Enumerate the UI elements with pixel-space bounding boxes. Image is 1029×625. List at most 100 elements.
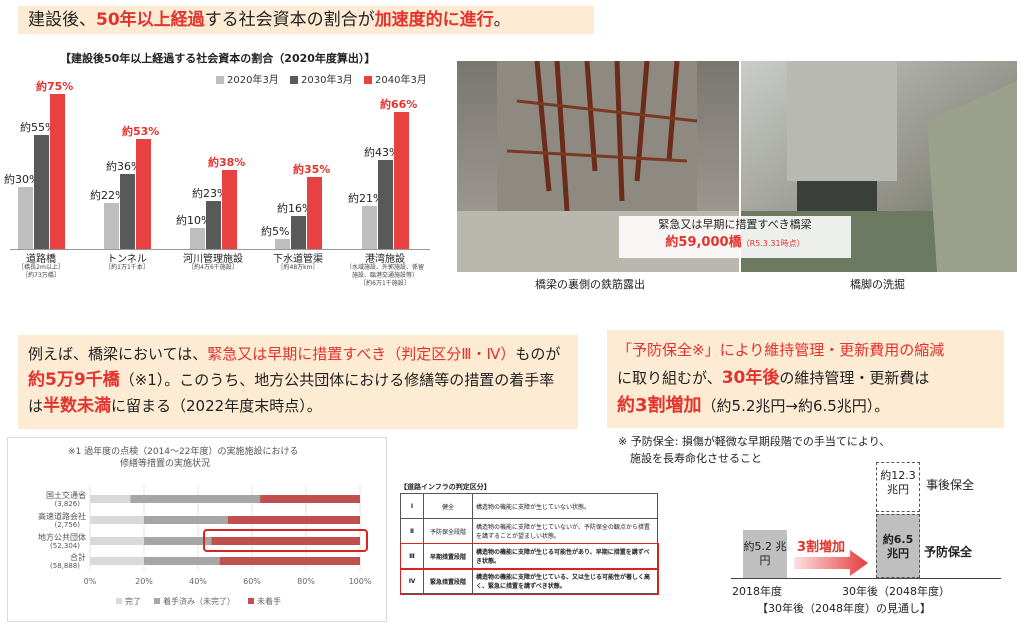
chart1-plot: 約30% 約55% 約75% 道路橋 ［橋長2m以上］ ［約73万橋］ 約22% 約36% 約5… — [0, 0, 450, 300]
chart2-bar-1-1 — [144, 516, 228, 524]
judgment-table-title: 【道路インフラの判定区分】 — [400, 483, 491, 491]
row-desc: 構造物の機能に支障が生じる可能性があり、早期に措置を講ずべき状態。 — [472, 543, 658, 569]
chart1-bar-2-1 — [206, 201, 221, 249]
chart2-legend-label: 完了 — [125, 596, 141, 606]
chart1-value-label: 約23% — [192, 187, 228, 201]
chart1-baseline — [10, 249, 430, 250]
chart2-category-count: (3,826) — [54, 500, 80, 508]
chart2-x-tick: 80% — [297, 577, 315, 586]
chart1-category-label: 道路橋 — [26, 254, 56, 265]
chart2-x-tick: 40% — [189, 577, 207, 586]
chart1-value-label: 約10% — [176, 214, 212, 228]
row-class: 緊急措置段階 — [423, 568, 473, 594]
chart1-bar-4-0 — [362, 205, 377, 249]
legend-label-2030: 2030年3月 — [301, 75, 353, 86]
chart1-category-note: ［橋長2m以上］ — [18, 264, 64, 271]
chart1-category-note: ［約4万6千施設］ — [188, 264, 238, 271]
chart1-bar-1-2 — [136, 139, 151, 249]
row-num: Ⅱ — [400, 518, 424, 544]
bar-2048-preventive: 約6.5 兆円 — [876, 514, 920, 578]
chart1-value-label: 約35% — [293, 162, 331, 176]
row-class: 予防保全段階 — [423, 518, 473, 544]
bar-2018-label: 約5.2 兆円 — [743, 540, 787, 567]
chart2-category-label: 国土交通省 — [46, 490, 86, 500]
row-num: Ⅰ — [400, 493, 424, 519]
chart2-title: ※1 過年度の点検（2014～22年度）の実施施設における 修繕等措置の実施状況 — [68, 446, 299, 470]
photo-overlay-box: 緊急又は早期に措置すべき橋梁 約59,000橋（R5.3.31時点） — [619, 216, 851, 258]
chart1-value-label: 約53% — [122, 125, 160, 139]
chart2-legend-label: 着手済み（未完了） — [163, 596, 235, 606]
box1-text: ものが — [515, 345, 561, 363]
chart1-category-label: 下水道管渠 — [273, 254, 323, 265]
chart2-bar-3-1 — [144, 557, 220, 565]
chart1-bar-0-0 — [18, 186, 33, 249]
row-num: Ⅲ — [400, 543, 424, 569]
chart1-bar-2-2 — [222, 170, 237, 249]
chart1-bar-0-2 — [50, 93, 65, 249]
bar-2048-preventive-label: 約6.5 兆円 — [882, 533, 914, 560]
headline-text: 建設後、 — [28, 10, 96, 30]
box1-text: に留まる（2022年度末時点）。 — [111, 397, 322, 415]
row-num: Ⅳ — [400, 568, 424, 594]
chart1-value-label: 約30% — [4, 172, 40, 186]
box2-emphasis-preventive: 「予防保全※」により維持管理・更新費用の縮減 — [617, 341, 945, 359]
chart2-category-label: 高速道路会社 — [38, 511, 86, 521]
chart1-bar-4-2 — [394, 112, 409, 249]
chart1-bar-1-0 — [104, 203, 119, 249]
box1-emphasis-count: 約5万9千橋 — [28, 370, 120, 390]
chart1-category-label: トンネル — [107, 254, 147, 265]
legend-swatch-2030 — [290, 76, 298, 84]
chart1-value-label: 約75% — [36, 79, 74, 93]
chart2-bar-3-2 — [219, 557, 360, 565]
bar-2048-reactive-label: 約12.3 兆円 — [880, 469, 916, 496]
footnote-line: ※ 予防保全: 損傷が軽微な早期段階での手当てにより、 — [618, 435, 891, 448]
x-label-2048: 30年後（2048年度） — [842, 585, 950, 598]
photo-caption-scour: 橋脚の洗掘 — [850, 278, 905, 291]
overlay-bridge-count: 約59,000橋 — [665, 235, 742, 250]
photo-caption-rebar: 橋梁の裏側の鉄筋露出 — [535, 278, 645, 291]
bridge-repair-textbox: 例えば、橋梁においては、緊急又は早期に措置すべき（判定区分Ⅲ・Ⅳ）ものが約5万9… — [18, 335, 578, 429]
chart1-value-label: 約38% — [208, 156, 246, 170]
chart1-value-label: 約5% — [261, 224, 290, 238]
chart2-legend-swatch — [154, 598, 160, 604]
chart2-bar-0-1 — [130, 495, 261, 503]
chart2-highlight-box — [203, 529, 368, 552]
chart2-bar-1-2 — [227, 516, 360, 524]
footnote-preventive: ※ 予防保全: 損傷が軽微な早期段階での手当てにより、 施設を長寿命化させること — [618, 433, 890, 467]
legend-preventive: 予防保全 — [924, 545, 973, 559]
chart2-category-label: 地方公共団体 — [38, 532, 86, 542]
chart2-bar-2-1 — [144, 537, 212, 545]
chart1-bar-3-1 — [291, 215, 306, 249]
chart1-value-label: 約36% — [106, 160, 142, 174]
box1-emphasis-category: 緊急又は早期に措置すべき（判定区分Ⅲ・Ⅳ） — [207, 345, 516, 363]
headline-emphasis-50years: 50年以上経過 — [96, 10, 205, 30]
chart1-category-note: 施設、臨港交通施設等） — [351, 272, 418, 279]
chart2-title-line: 修繕等措置の実施状況 — [120, 459, 211, 469]
legend-swatch-2040 — [364, 76, 372, 84]
box2-text: に取り組むが、 — [617, 369, 722, 387]
box2-text: の維持管理・更新費は — [779, 369, 930, 387]
chart2-plot: 0% 20% 40% 60% 80% 100% 国土交通省(3,826) 高速道路会社(2,7… — [38, 486, 372, 606]
chart2-category-count: (2,756) — [54, 521, 80, 529]
chart1-category-note: ［約1万1千本］ — [105, 264, 149, 271]
chart2-bar-0-0 — [90, 495, 131, 503]
increase-arrow-icon — [794, 550, 868, 576]
chart2-legend-label: 未着手 — [257, 596, 281, 606]
bridge-damage-photo — [457, 61, 1017, 272]
box2-emphasis-30years: 30年後 — [721, 368, 780, 388]
legend-label-2040: 2040年3月 — [375, 75, 427, 86]
chart2-bar-3-0 — [90, 557, 144, 565]
chart2-bar-2-2 — [211, 537, 360, 545]
chart1-bar-0-1 — [34, 135, 49, 249]
chart2-x-tick: 20% — [135, 577, 153, 586]
chart2-category-label: 合計 — [70, 552, 86, 562]
chart1-bar-2-0 — [190, 228, 205, 249]
chart2-bar-1-0 — [90, 516, 144, 524]
row-class: 早期措置段階 — [423, 543, 473, 569]
box1-text: 例えば、橋梁においては、 — [28, 345, 208, 363]
headline-text: 。 — [493, 10, 511, 30]
chart1-bar-4-1 — [378, 159, 393, 249]
chart1-value-label: 約16% — [277, 201, 313, 215]
chart1-category-label: 河川管理施設 — [183, 254, 243, 265]
increase-label: 3割増加 — [797, 540, 846, 555]
